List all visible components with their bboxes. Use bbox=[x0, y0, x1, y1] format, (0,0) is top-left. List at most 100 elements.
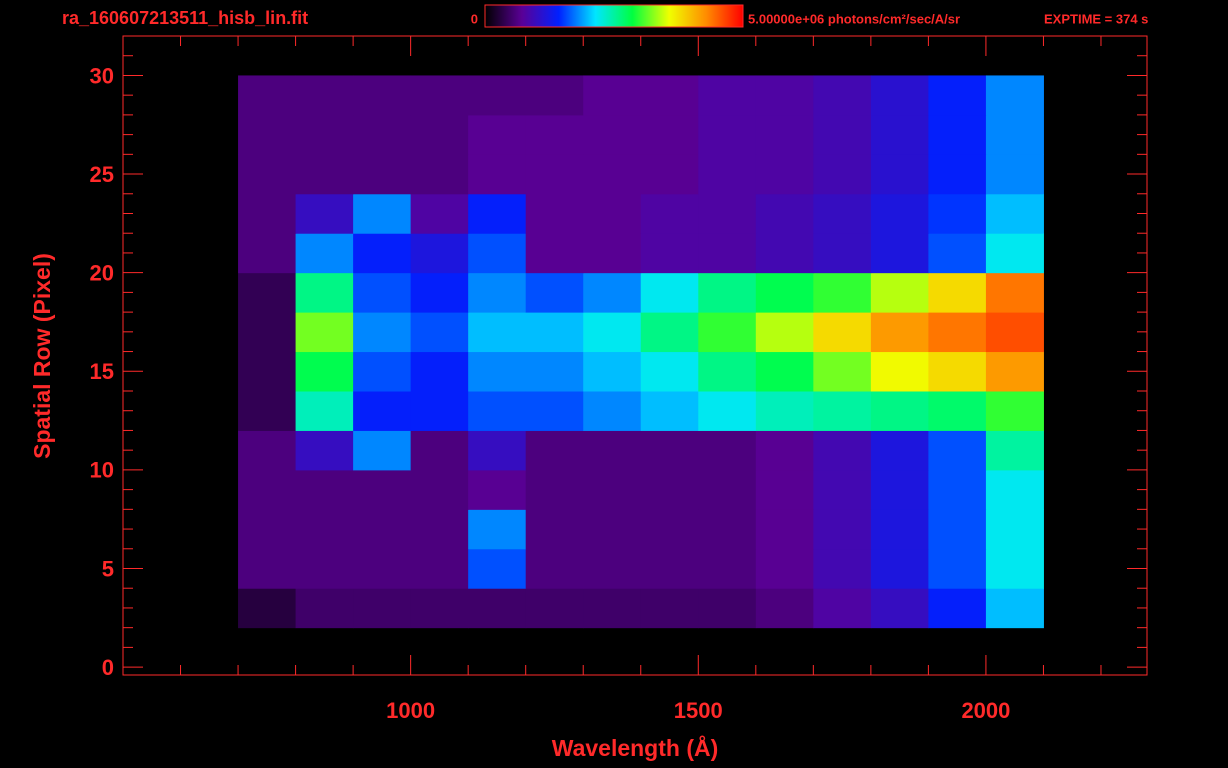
heat-cell bbox=[468, 114, 527, 155]
y-tick-label: 10 bbox=[90, 458, 114, 483]
x-tick-label: 2000 bbox=[961, 698, 1010, 723]
heat-cell bbox=[410, 233, 469, 274]
heat-cell bbox=[410, 509, 469, 550]
heat-cell bbox=[985, 154, 1044, 195]
heat-cell bbox=[698, 312, 757, 353]
heat-cell bbox=[468, 548, 527, 589]
heat-cell bbox=[525, 75, 584, 116]
heat-cell bbox=[755, 588, 814, 629]
heat-cell bbox=[525, 430, 584, 471]
heat-cell bbox=[353, 351, 412, 392]
heat-cell bbox=[640, 509, 699, 550]
exposure-label: EXPTIME = 374 s bbox=[1044, 11, 1148, 26]
heat-cell bbox=[295, 548, 354, 589]
y-tick-label: 30 bbox=[90, 63, 114, 88]
heat-cell bbox=[985, 469, 1044, 510]
heat-cell bbox=[985, 75, 1044, 116]
heat-cell bbox=[583, 548, 642, 589]
heat-cell bbox=[870, 233, 929, 274]
heat-cell bbox=[928, 430, 987, 471]
heat-cell bbox=[525, 588, 584, 629]
x-tick-label: 1500 bbox=[674, 698, 723, 723]
heat-cell bbox=[583, 351, 642, 392]
heat-cell bbox=[985, 193, 1044, 234]
heat-cell bbox=[353, 312, 412, 353]
y-tick-label: 25 bbox=[90, 162, 114, 187]
heat-cell bbox=[985, 391, 1044, 431]
heat-cell bbox=[928, 351, 987, 392]
heat-cell bbox=[698, 588, 757, 629]
heat-cell bbox=[468, 312, 527, 353]
heat-cell bbox=[928, 548, 987, 589]
heat-cell bbox=[755, 312, 814, 353]
heat-cell bbox=[525, 391, 584, 431]
heat-cell bbox=[870, 509, 929, 550]
heat-cell bbox=[353, 272, 412, 313]
heat-cell bbox=[238, 351, 297, 392]
heat-cell bbox=[583, 509, 642, 550]
heat-cell bbox=[640, 469, 699, 510]
heat-cell bbox=[525, 351, 584, 392]
heat-cell bbox=[295, 114, 354, 155]
heat-cell bbox=[698, 351, 757, 392]
heat-cell bbox=[295, 351, 354, 392]
heat-cell bbox=[813, 548, 872, 589]
heat-cell bbox=[985, 272, 1044, 313]
heat-cell bbox=[353, 430, 412, 471]
heat-cell bbox=[698, 233, 757, 274]
heat-cell bbox=[238, 548, 297, 589]
heat-cell bbox=[755, 548, 814, 589]
heat-cell bbox=[238, 233, 297, 274]
heat-cell bbox=[928, 75, 987, 116]
heat-cell bbox=[583, 312, 642, 353]
heat-cell bbox=[640, 588, 699, 629]
heat-cell bbox=[813, 588, 872, 629]
heat-cell bbox=[468, 154, 527, 195]
x-axis-label: Wavelength (Å) bbox=[552, 734, 719, 761]
heat-cell bbox=[583, 588, 642, 629]
heat-cell bbox=[698, 469, 757, 510]
heat-cell bbox=[353, 509, 412, 550]
heat-cell bbox=[985, 588, 1044, 629]
heat-cell bbox=[755, 75, 814, 116]
heat-cell bbox=[870, 351, 929, 392]
heat-cell bbox=[813, 193, 872, 234]
heat-cell bbox=[525, 154, 584, 195]
heat-cell bbox=[813, 509, 872, 550]
colorbar bbox=[484, 4, 744, 28]
colorbar-tick-label: 0 bbox=[471, 11, 478, 26]
heat-cell bbox=[583, 391, 642, 431]
heat-cell bbox=[295, 588, 354, 629]
heat-cell bbox=[640, 312, 699, 353]
heat-cell bbox=[410, 114, 469, 155]
heat-cell bbox=[468, 430, 527, 471]
heat-cell bbox=[295, 75, 354, 116]
heat-cell bbox=[238, 509, 297, 550]
heat-cell bbox=[985, 509, 1044, 550]
heat-cell bbox=[353, 75, 412, 116]
plot-frame bbox=[122, 35, 1148, 676]
heat-cell bbox=[468, 272, 527, 313]
heat-cell bbox=[698, 272, 757, 313]
heat-cell bbox=[353, 154, 412, 195]
y-tick-label: 5 bbox=[102, 556, 114, 581]
heat-cell bbox=[583, 114, 642, 155]
heat-cell bbox=[813, 391, 872, 431]
heat-cell bbox=[870, 391, 929, 431]
heat-cell bbox=[870, 312, 929, 353]
heat-cell bbox=[755, 233, 814, 274]
heat-cell bbox=[295, 430, 354, 471]
heat-cell bbox=[755, 391, 814, 431]
heat-cell bbox=[640, 391, 699, 431]
heat-cell bbox=[755, 430, 814, 471]
heat-cell bbox=[755, 272, 814, 313]
heat-cell bbox=[985, 312, 1044, 353]
heat-cell bbox=[583, 469, 642, 510]
heat-cell bbox=[755, 469, 814, 510]
heat-cell bbox=[353, 233, 412, 274]
heatmap bbox=[238, 75, 1044, 629]
heat-cell bbox=[583, 272, 642, 313]
heat-cell bbox=[813, 351, 872, 392]
heat-cell bbox=[698, 154, 757, 195]
